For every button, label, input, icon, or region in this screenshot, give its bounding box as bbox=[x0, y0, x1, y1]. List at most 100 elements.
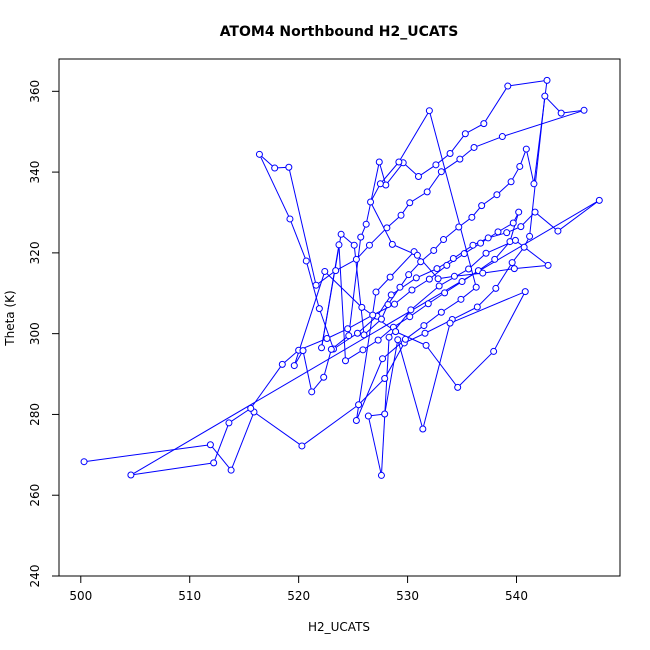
data-point bbox=[454, 383, 462, 391]
data-point bbox=[358, 303, 366, 311]
data-point bbox=[127, 471, 135, 479]
series-segment bbox=[338, 244, 346, 361]
data-point bbox=[365, 241, 373, 249]
series-segment bbox=[335, 258, 357, 272]
data-point bbox=[286, 215, 294, 223]
data-point bbox=[387, 291, 395, 299]
series-segment bbox=[83, 444, 211, 463]
series-segment bbox=[370, 201, 393, 245]
series-segment bbox=[457, 351, 494, 388]
series-segment bbox=[394, 289, 413, 305]
series-segment bbox=[473, 136, 503, 148]
series-segment bbox=[347, 314, 373, 330]
data-point bbox=[323, 335, 331, 343]
series-segment bbox=[213, 422, 230, 464]
series-segment bbox=[288, 167, 317, 286]
data-point bbox=[315, 305, 323, 313]
data-point bbox=[422, 341, 430, 349]
data-point bbox=[441, 289, 449, 297]
series-segment bbox=[380, 337, 390, 476]
data-point bbox=[278, 360, 286, 368]
data-point bbox=[80, 458, 88, 466]
data-point bbox=[443, 261, 451, 269]
series-segment bbox=[250, 364, 283, 409]
data-point bbox=[482, 249, 490, 257]
series-segment bbox=[409, 303, 429, 318]
data-point bbox=[352, 255, 360, 263]
data-point bbox=[355, 401, 363, 409]
series-segment bbox=[426, 171, 442, 193]
series-segment bbox=[348, 237, 362, 336]
data-point bbox=[391, 300, 399, 308]
data-point bbox=[457, 295, 465, 303]
data-point bbox=[469, 241, 477, 249]
series-segment bbox=[468, 252, 487, 270]
series-segment bbox=[452, 306, 478, 320]
series-segment bbox=[365, 161, 380, 225]
data-point bbox=[493, 191, 501, 199]
y-tick-label: 340 bbox=[28, 161, 42, 184]
series-segment bbox=[210, 444, 232, 471]
data-point bbox=[412, 274, 420, 282]
data-point bbox=[302, 257, 310, 265]
series-segment bbox=[318, 308, 334, 350]
series-segment bbox=[130, 462, 214, 476]
plot-frame bbox=[58, 58, 621, 577]
series-segment bbox=[397, 339, 424, 430]
series-segment bbox=[441, 158, 461, 173]
data-point bbox=[557, 109, 565, 117]
data-point bbox=[320, 373, 328, 381]
data-point bbox=[430, 246, 438, 254]
data-point bbox=[406, 199, 414, 207]
data-point bbox=[327, 345, 335, 353]
data-point bbox=[461, 130, 469, 138]
series-segment bbox=[449, 133, 466, 154]
data-point bbox=[206, 441, 214, 449]
data-point bbox=[460, 250, 468, 258]
data-point bbox=[247, 404, 255, 412]
series-segment bbox=[357, 315, 378, 334]
data-point bbox=[456, 155, 464, 163]
data-point bbox=[392, 328, 400, 336]
x-tick-label: 520 bbox=[287, 589, 310, 603]
data-point bbox=[419, 425, 427, 433]
data-point bbox=[344, 325, 352, 333]
data-point bbox=[255, 150, 263, 158]
data-point bbox=[498, 133, 506, 141]
data-point bbox=[396, 283, 404, 291]
data-point bbox=[477, 239, 485, 247]
data-point bbox=[595, 196, 603, 204]
data-point bbox=[345, 332, 353, 340]
data-point bbox=[350, 241, 358, 249]
data-point bbox=[511, 236, 519, 244]
data-point bbox=[470, 143, 478, 151]
data-point bbox=[388, 240, 396, 248]
data-point bbox=[332, 267, 340, 275]
data-point bbox=[554, 227, 562, 235]
data-point bbox=[510, 265, 518, 273]
data-point bbox=[449, 255, 457, 263]
series-segment bbox=[355, 358, 383, 421]
data-point bbox=[362, 220, 370, 228]
series-segment bbox=[228, 407, 251, 424]
series-segment bbox=[515, 239, 549, 266]
data-point bbox=[421, 329, 429, 337]
data-point bbox=[458, 278, 466, 286]
data-point bbox=[379, 355, 387, 363]
data-point bbox=[414, 173, 422, 181]
data-point bbox=[517, 223, 525, 231]
data-point bbox=[504, 82, 512, 90]
data-point bbox=[478, 202, 486, 210]
data-point bbox=[424, 300, 432, 308]
data-point bbox=[369, 311, 377, 319]
data-point bbox=[472, 283, 480, 291]
series-segment bbox=[398, 110, 430, 163]
series-segment bbox=[395, 331, 427, 346]
data-point bbox=[530, 180, 538, 188]
data-point bbox=[381, 410, 389, 418]
data-point bbox=[516, 162, 524, 170]
data-point bbox=[423, 188, 431, 196]
series-segment bbox=[428, 110, 477, 288]
data-point bbox=[290, 362, 298, 370]
